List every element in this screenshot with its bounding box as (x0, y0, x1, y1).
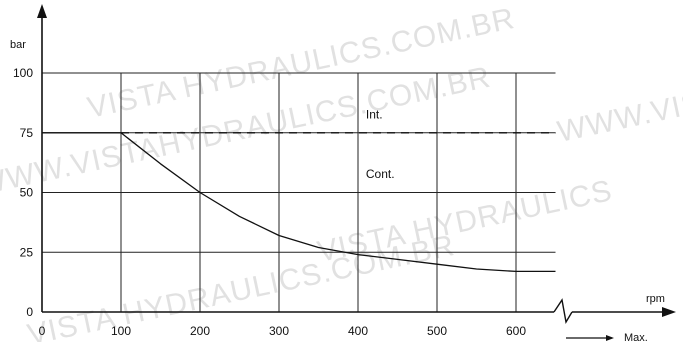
continuous-series-line (42, 132, 556, 273)
x-tick-label-0: 0 (39, 324, 46, 338)
annotation-int: Int. (366, 107, 383, 121)
x-tick-label-600: 600 (506, 324, 526, 338)
labels: bar rpm Max. (10, 39, 665, 342)
watermark-4: WWW.VISTA (555, 78, 683, 149)
y-tick-label-50: 50 (20, 186, 34, 200)
x-tick-label-500: 500 (427, 324, 447, 338)
watermark-5: VISTA HYDRAULICS.COM.BR (25, 229, 458, 342)
y-axis-label: bar (10, 39, 26, 51)
y-tick-label-25: 25 (20, 245, 34, 259)
x-axis-label: rpm (646, 293, 665, 305)
annotations: Int. Cont. (366, 107, 395, 181)
y-tick-label-0: 0 (26, 305, 33, 319)
y-axis-arrow (37, 4, 47, 18)
axes (37, 4, 676, 341)
tick-labels: 0 25 50 75 100 0 100 200 300 400 500 600 (13, 66, 526, 338)
x-tick-label-300: 300 (269, 324, 289, 338)
y-tick-label-100: 100 (13, 66, 33, 80)
series-layer (42, 132, 556, 273)
annotation-cont: Cont. (366, 167, 395, 181)
x-tick-label-200: 200 (190, 324, 210, 338)
x-axis-arrow (662, 307, 676, 317)
x-axis-max-label: Max. (624, 332, 648, 342)
x-axis-break-icon (553, 298, 573, 324)
max-indicator-arrow (606, 335, 614, 341)
y-tick-label-75: 75 (20, 126, 34, 140)
x-tick-label-100: 100 (111, 324, 131, 338)
x-tick-label-400: 400 (348, 324, 368, 338)
